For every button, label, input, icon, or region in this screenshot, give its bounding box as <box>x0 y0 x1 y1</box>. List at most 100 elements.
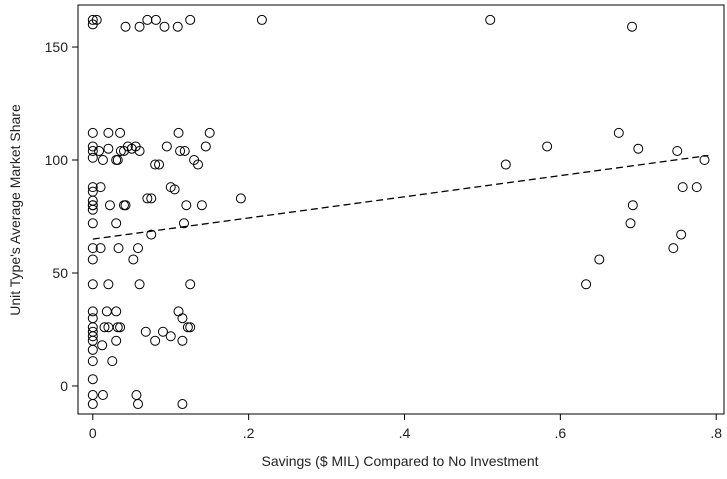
point <box>177 399 188 410</box>
x-tick-label: 0 <box>89 425 97 441</box>
y-axis-title: Unit Type's Average Market Share <box>7 104 23 316</box>
point <box>103 279 114 290</box>
point <box>91 14 102 25</box>
point <box>182 322 193 333</box>
plot-frame <box>77 4 725 415</box>
point <box>179 145 190 156</box>
point <box>87 182 98 193</box>
point <box>87 374 98 385</box>
y-tick-label: 150 <box>45 39 69 55</box>
point <box>627 200 638 211</box>
point <box>627 21 638 32</box>
y-tick-label: 100 <box>45 152 69 168</box>
point <box>173 127 184 138</box>
point <box>103 143 114 154</box>
point <box>172 21 183 32</box>
point <box>672 145 683 156</box>
point <box>133 399 144 410</box>
point <box>111 306 122 317</box>
point <box>161 141 172 152</box>
point <box>87 356 98 367</box>
point <box>94 145 105 156</box>
point <box>87 127 98 138</box>
point <box>115 145 126 156</box>
point <box>676 229 687 240</box>
point <box>87 145 98 156</box>
point <box>150 14 161 25</box>
point <box>95 182 106 193</box>
point <box>115 127 126 138</box>
x-tick-label: .6 <box>555 425 567 441</box>
point <box>111 218 122 229</box>
point <box>594 254 605 265</box>
point <box>87 204 98 215</box>
point <box>87 331 98 342</box>
point <box>120 21 131 32</box>
point <box>87 254 98 265</box>
point <box>625 218 636 229</box>
point <box>87 200 98 211</box>
x-tick-label: .4 <box>399 425 411 441</box>
point <box>169 184 180 195</box>
point <box>134 145 145 156</box>
point <box>157 326 168 337</box>
point <box>87 399 98 410</box>
point <box>165 331 176 342</box>
point <box>87 218 98 229</box>
point <box>256 14 267 25</box>
point <box>542 141 553 152</box>
point <box>677 182 688 193</box>
point <box>134 279 145 290</box>
point <box>112 155 123 166</box>
point <box>104 200 115 211</box>
point <box>146 193 157 204</box>
x-tick-label: .8 <box>710 425 722 441</box>
point <box>177 335 188 346</box>
point <box>178 218 189 229</box>
point <box>107 356 118 367</box>
point <box>113 243 124 254</box>
point <box>500 159 511 170</box>
point <box>103 127 114 138</box>
x-tick-label: .2 <box>243 425 255 441</box>
point <box>150 159 161 170</box>
point <box>115 322 126 333</box>
point <box>150 335 161 346</box>
y-tick-label: 0 <box>60 378 68 394</box>
point <box>97 390 108 401</box>
point <box>154 159 165 170</box>
point <box>181 200 192 211</box>
point <box>193 159 204 170</box>
point <box>235 193 246 204</box>
point <box>87 243 98 254</box>
point <box>633 143 644 154</box>
point <box>185 279 196 290</box>
point <box>204 127 215 138</box>
point <box>87 152 98 163</box>
point <box>159 21 170 32</box>
point <box>177 313 188 324</box>
point <box>112 322 123 333</box>
point <box>87 279 98 290</box>
point <box>196 200 207 211</box>
point <box>131 390 142 401</box>
point <box>185 14 196 25</box>
point <box>691 182 702 193</box>
point <box>142 14 153 25</box>
point <box>111 335 122 346</box>
point <box>103 322 114 333</box>
point <box>613 127 624 138</box>
point <box>200 141 211 152</box>
point <box>140 326 151 337</box>
point <box>87 14 98 25</box>
point <box>173 306 184 317</box>
point <box>485 14 496 25</box>
point <box>95 243 106 254</box>
point <box>668 243 679 254</box>
point <box>87 313 98 324</box>
point <box>87 344 98 355</box>
point <box>146 229 157 240</box>
point <box>101 306 112 317</box>
point <box>142 193 153 204</box>
